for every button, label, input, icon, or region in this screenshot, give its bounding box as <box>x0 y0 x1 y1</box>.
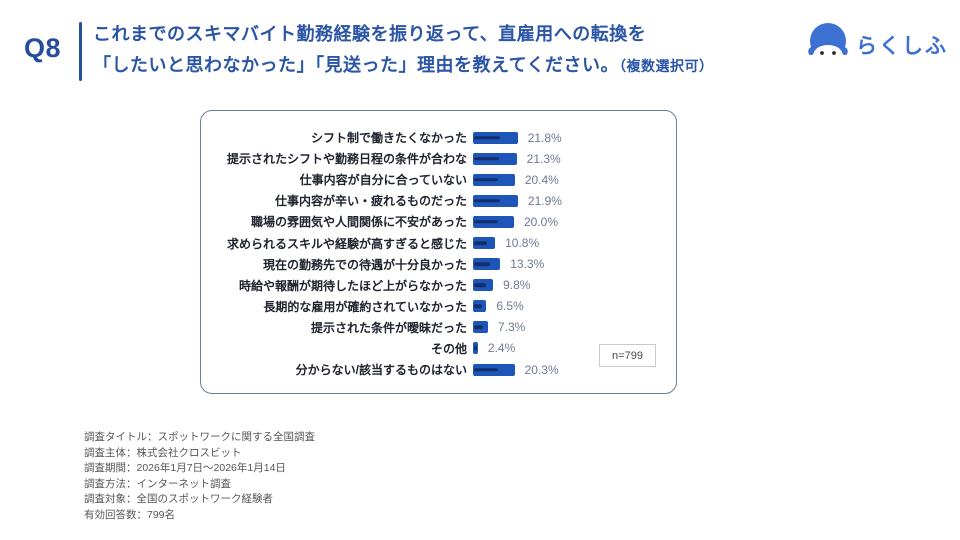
bar-chart: シフト制で働きたくなかった 21.8% 提示されたシフトや勤務日程の条件が合わな 21… <box>201 127 676 380</box>
chart-row: 職場の雰囲気や人間関係に不安があった 20.0% <box>201 211 676 232</box>
chart-row: 時給や報酬が期待したほど上がらなかった 9.8% <box>201 275 676 296</box>
bar <box>473 342 478 355</box>
chart-row: シフト制で働きたくなかった 21.8% <box>201 127 676 148</box>
survey-note-period: 調査期間：2026年1月7日～2026年1月14日 <box>84 462 286 474</box>
bar <box>473 215 514 228</box>
bar <box>473 300 487 313</box>
chart-row: 仕事内容が自分に合っていない 20.4% <box>201 169 676 190</box>
chart-row: 現在の勤務先での待遇が十分良かった 13.3% <box>201 254 676 275</box>
sample-size-label: n=799 <box>612 349 643 362</box>
category-label: 提示された条件が曖昧だった <box>310 320 467 335</box>
value-label: 21.8% <box>527 130 562 145</box>
bar <box>473 194 518 207</box>
chart-row: その他 2.4% <box>201 338 676 359</box>
bar <box>473 279 494 292</box>
value-label: 7.3% <box>497 320 526 335</box>
question-title-line2: 「したいと思わなかった」「見送った」理由を教えてください。（複数選択可） <box>93 50 714 82</box>
value-label: 21.3% <box>526 151 561 166</box>
value-label: 2.4% <box>487 341 516 356</box>
survey-note-title: 調査タイトル：スポットワークに関する全国調査 <box>84 431 315 443</box>
chart-panel: シフト制で働きたくなかった 21.8% 提示されたシフトや勤務日程の条件が合わな 21… <box>200 110 677 394</box>
category-label: 長期的な雇用が確約されていなかった <box>263 299 467 314</box>
value-label: 13.3% <box>510 257 545 272</box>
category-label: 仕事内容が辛い・疲れるものだった <box>274 194 467 209</box>
chart-row: 分からない/該当するものはない 20.3% <box>201 359 676 380</box>
category-label: 分からない/該当するものはない <box>295 363 467 378</box>
survey-note-responses: 有効回答数：799名 <box>84 508 176 521</box>
value-label: 20.3% <box>524 362 559 377</box>
bar <box>473 131 518 144</box>
category-label: 時給や報酬が期待したほど上がらなかった <box>238 278 467 293</box>
chart-row: 求められるスキルや経験が高すぎると感じた 10.8% <box>201 232 676 253</box>
category-label: 職場の雰囲気や人間関係に不安があった <box>250 215 467 230</box>
chart-row: 仕事内容が辛い・疲れるものだった 21.9% <box>201 190 676 211</box>
sample-size-badge: n=799 <box>599 344 656 367</box>
question-title-line1: これまでのスキマバイト勤務経験を振り返って、直雇用への転換を <box>93 24 647 44</box>
value-label: 20.0% <box>524 214 559 229</box>
value-label: 6.5% <box>496 299 524 314</box>
category-label: 現在の勤務先での待遇が十分良かった <box>262 257 467 272</box>
chart-row: 提示されたシフトや勤務日程の条件が合わな 21.3% <box>201 148 676 169</box>
survey-notes: 調査タイトル：スポットワークに関する全国調査 調査主体：株式会社クロスビット 調… <box>84 430 315 523</box>
survey-note-target: 調査対象：全国のスポットワーク経験者 <box>84 493 273 505</box>
brand-logo: らくしふ <box>806 21 948 63</box>
bar <box>473 258 501 271</box>
survey-note-method: 調査方法：インターネット調査 <box>84 477 231 490</box>
chart-row: 長期的な雇用が確約されていなかった 6.5% <box>201 296 676 317</box>
value-label: 20.4% <box>524 172 559 187</box>
category-label: 提示されたシフトや勤務日程の条件が合わな <box>226 152 467 167</box>
bar <box>473 152 517 165</box>
category-label: 仕事内容が自分に合っていない <box>299 173 467 188</box>
penguin-mascot-icon <box>808 23 848 63</box>
value-label: 10.8% <box>505 236 540 251</box>
survey-note-org: 調査主体：株式会社クロスビット <box>84 446 242 459</box>
question-number: Q8 <box>24 33 62 63</box>
bar <box>473 237 496 250</box>
category-label: シフト制で働きたくなかった <box>310 131 467 146</box>
category-label: 求められるスキルや経験が高すぎると感じた <box>226 236 467 251</box>
category-label: その他 <box>430 341 467 356</box>
header-divider <box>79 22 82 81</box>
question-title-suffix: （複数選択可） <box>619 58 714 74</box>
bar <box>473 321 488 334</box>
question-title-line2-text: 「したいと思わなかった」「見送った」理由を教えてください。 <box>93 55 620 75</box>
question-title: これまでのスキマバイト勤務経験を振り返って、直雇用への転換を 「したいと思わなか… <box>93 19 714 82</box>
bar <box>473 173 515 186</box>
value-label: 9.8% <box>503 278 531 293</box>
brand-logo-text: らくしふ <box>856 35 948 58</box>
chart-row: 提示された条件が曖昧だった 7.3% <box>201 317 676 338</box>
value-label: 21.9% <box>527 193 562 208</box>
bar <box>473 363 515 376</box>
